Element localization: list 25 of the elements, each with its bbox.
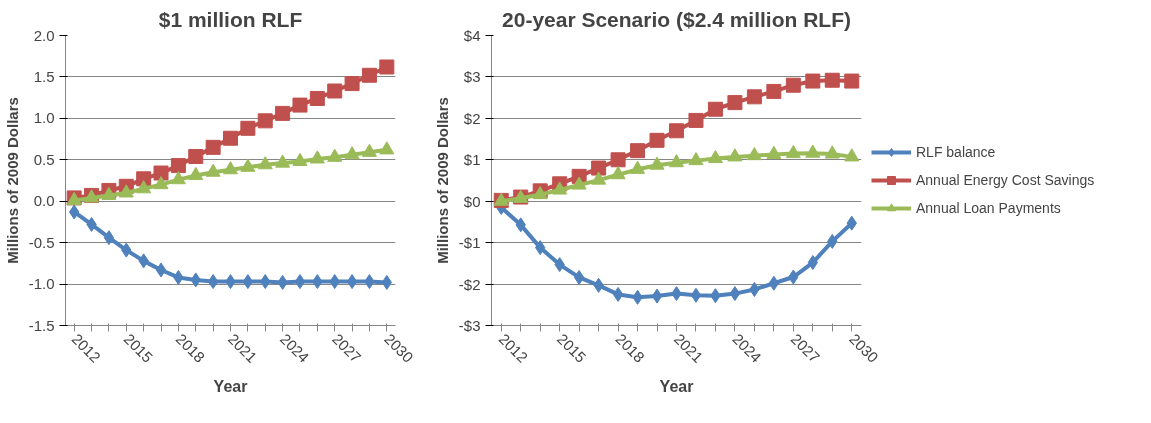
y-tick-label: $1 — [463, 151, 481, 169]
x-axis-title: Year — [213, 377, 248, 395]
y-tick-label: -$1 — [458, 234, 481, 252]
y-tick-label: 1.5 — [33, 67, 55, 85]
y-tick-label: 0.0 — [33, 192, 55, 210]
y-tick-label: 1.0 — [33, 109, 55, 127]
y-tick-label: -1.5 — [28, 316, 55, 334]
y-tick-label: $2 — [463, 109, 481, 127]
y-tick-label: $0 — [463, 192, 481, 210]
legend-label: RLF balance — [916, 144, 996, 160]
y-tick-label: 2.0 — [33, 26, 55, 44]
y-tick-label: -$3 — [458, 317, 481, 334]
y-axis-title: Millions of 2009 Dollars — [3, 97, 21, 264]
legend-label: Annual Energy Cost Savings — [916, 172, 1095, 188]
chart-title: $1 million RLF — [158, 7, 303, 31]
y-tick-label: 0.5 — [33, 150, 55, 168]
chart-title: 20-year Scenario ($2.4 million RLF) — [502, 7, 851, 31]
y-tick-label: $4 — [463, 27, 481, 44]
y-tick-label: -1.0 — [28, 275, 55, 293]
y-tick-label: -0.5 — [28, 233, 55, 251]
x-axis-title: Year — [659, 377, 694, 395]
y-tick-label: $3 — [463, 68, 481, 86]
y-tick-label: -$2 — [458, 275, 481, 293]
legend-label: Annual Loan Payments — [916, 200, 1061, 216]
y-axis-title: Millions of 2009 Dollars — [433, 97, 451, 264]
